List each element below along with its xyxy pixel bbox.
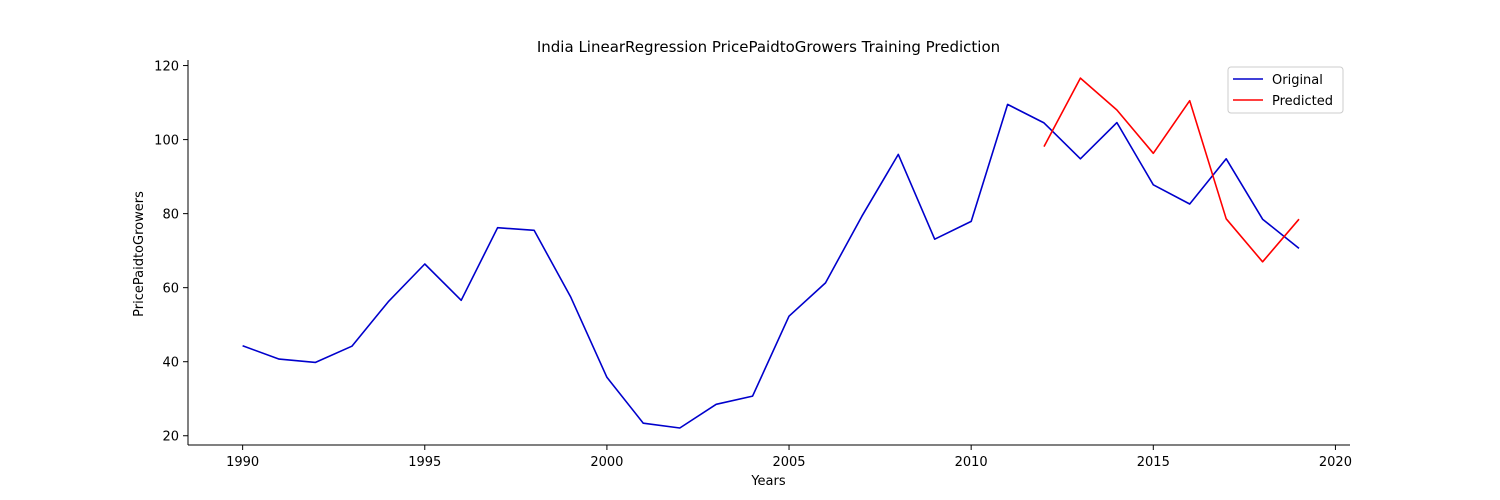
series-line-original <box>242 103 1300 429</box>
chart-title: India LinearRegression PricePaidtoGrower… <box>537 38 1000 56</box>
x-tick-label: 2020 <box>1319 455 1352 470</box>
series-line-predicted <box>1043 77 1300 263</box>
y-tick-label: 80 <box>162 208 179 223</box>
y-tick-label: 100 <box>154 134 179 149</box>
y-tick-label: 120 <box>154 60 179 75</box>
y-axis-label: PricePaidtoGrowers <box>132 191 147 317</box>
y-tick-label: 60 <box>162 282 179 297</box>
x-tick-label: 2010 <box>955 455 988 470</box>
x-tick-label: 1995 <box>408 455 441 470</box>
axes: 1990 1995 2000 2005 2010 2015 2020204060801001… <box>154 60 1352 470</box>
x-tick-label: 1990 <box>226 455 259 470</box>
legend-label-predicted: Predicted <box>1272 94 1333 109</box>
legend-label-original: Original <box>1272 73 1323 88</box>
legend: Original Predicted <box>1227 66 1344 114</box>
x-tick-label: 2000 <box>590 455 623 470</box>
y-tick-label: 40 <box>162 356 179 371</box>
series-layer <box>242 77 1300 429</box>
x-tick-label: 2005 <box>772 455 805 470</box>
x-tick-label: 2015 <box>1137 455 1170 470</box>
x-axis-label: Years <box>750 474 786 489</box>
y-tick-label: 20 <box>162 430 179 445</box>
